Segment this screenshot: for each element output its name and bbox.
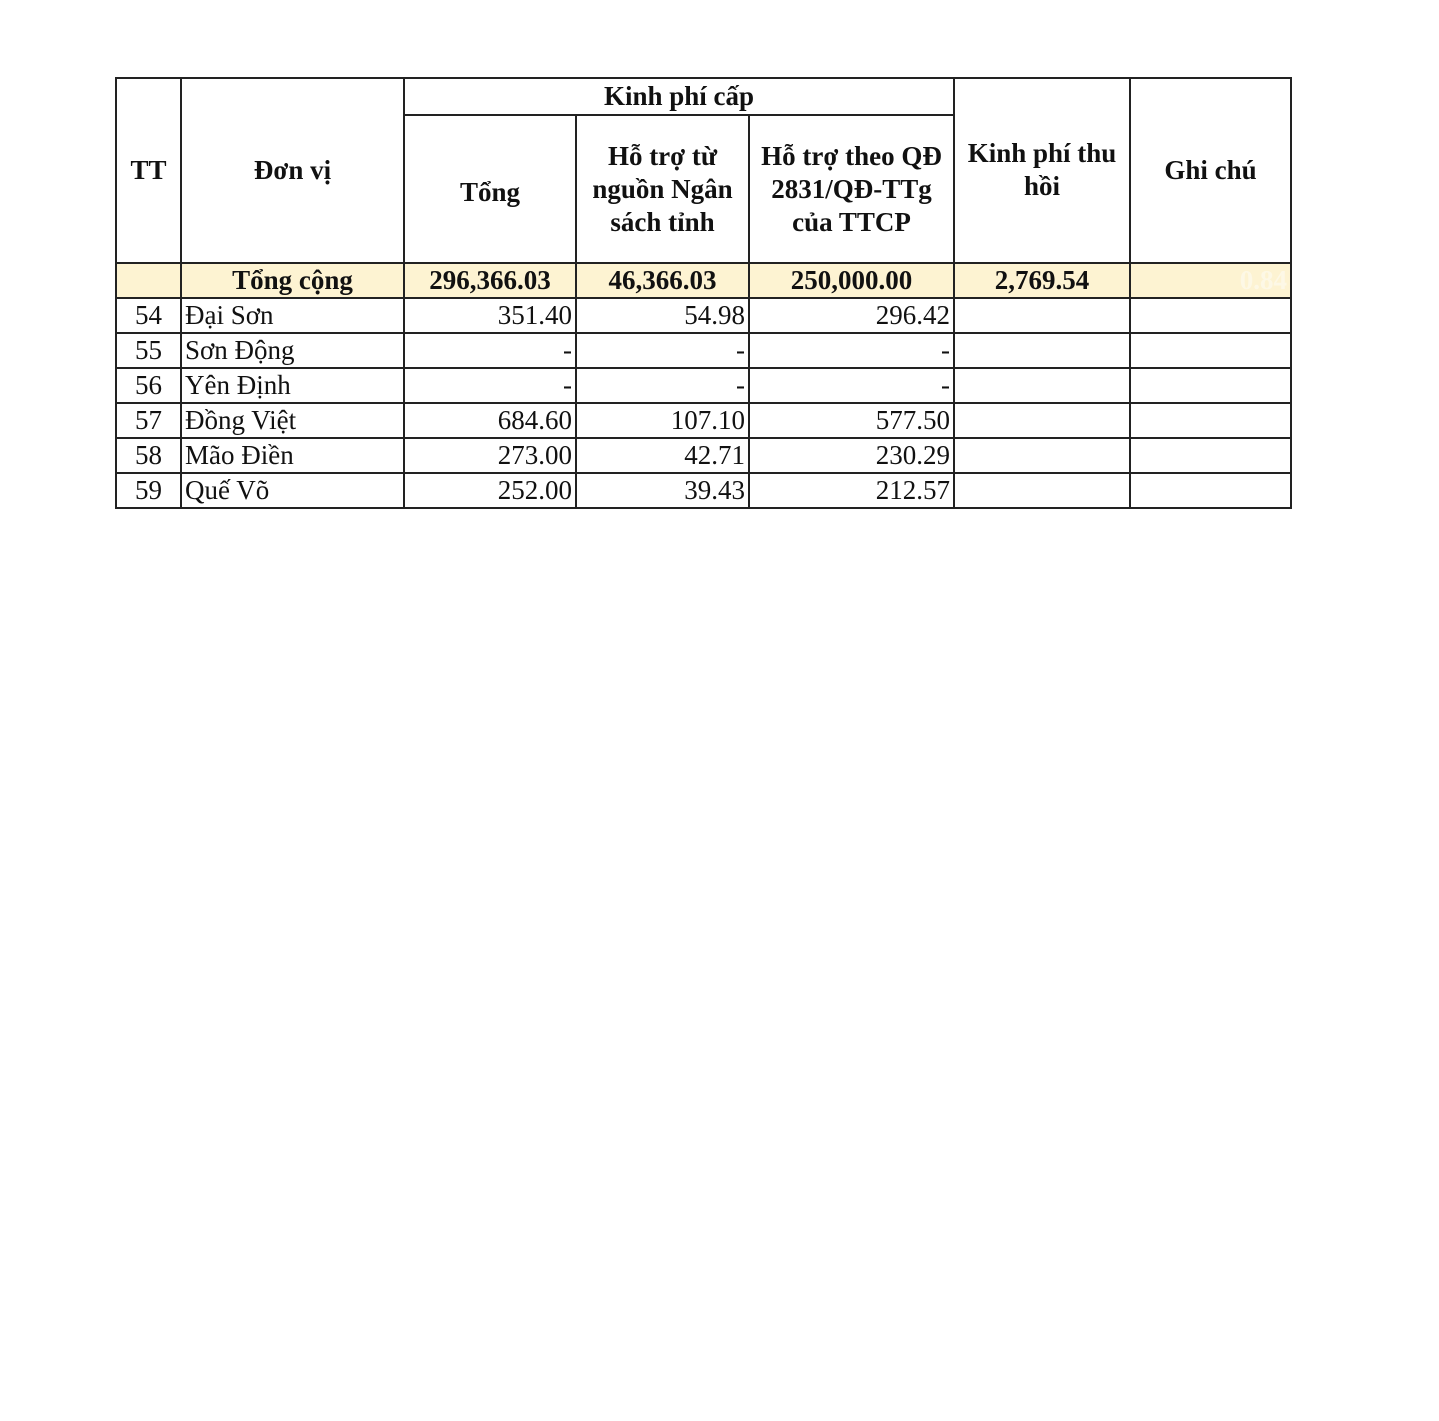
row-tt: 55	[115, 332, 182, 369]
row-name: Đồng Việt	[180, 402, 405, 439]
row-qd: 577.50	[748, 402, 955, 439]
row-tong: 252.00	[403, 472, 577, 509]
row-tinh: 39.43	[575, 472, 750, 509]
header-ho-tro-qd: Hỗ trợ theo QĐ 2831/QĐ-TTg của TTCP	[748, 114, 955, 264]
table-row: 56 Yên Định - - -	[115, 367, 1292, 404]
row-tt: 57	[115, 402, 182, 439]
row-ghi-chu	[1129, 437, 1292, 474]
total-label: Tổng cộng	[180, 262, 405, 299]
row-thu-hoi	[953, 472, 1131, 509]
header-kinh-phi-cap: Kinh phí cấp	[403, 77, 955, 116]
row-tong: 273.00	[403, 437, 577, 474]
total-tinh: 46,366.03	[575, 262, 750, 299]
row-tt: 58	[115, 437, 182, 474]
row-thu-hoi	[953, 332, 1131, 369]
row-tinh: -	[575, 332, 750, 369]
row-thu-hoi	[953, 367, 1131, 404]
row-ghi-chu	[1129, 472, 1292, 509]
row-ghi-chu	[1129, 367, 1292, 404]
total-tt	[115, 262, 182, 299]
row-thu-hoi	[953, 297, 1131, 334]
total-tong: 296,366.03	[403, 262, 577, 299]
row-tinh: 42.71	[575, 437, 750, 474]
table-row: 54 Đại Sơn 351.40 54.98 296.42	[115, 297, 1292, 334]
header-tong: Tổng	[403, 114, 577, 264]
header-ghi-chu: Ghi chú	[1129, 77, 1292, 264]
row-name: Yên Định	[180, 367, 405, 404]
total-ghi-chu: 0.84	[1129, 262, 1292, 299]
row-ghi-chu	[1129, 332, 1292, 369]
row-name: Đại Sơn	[180, 297, 405, 334]
row-name: Quế Võ	[180, 472, 405, 509]
row-ghi-chu	[1129, 297, 1292, 334]
row-tinh: 107.10	[575, 402, 750, 439]
table-row: 55 Sơn Động - - -	[115, 332, 1292, 369]
row-tinh: -	[575, 367, 750, 404]
row-thu-hoi	[953, 402, 1131, 439]
header-thu-hoi: Kinh phí thu hồi	[953, 77, 1131, 264]
row-qd: 212.57	[748, 472, 955, 509]
row-tt: 56	[115, 367, 182, 404]
row-tong: -	[403, 332, 577, 369]
row-tt: 54	[115, 297, 182, 334]
total-row: Tổng cộng 296,366.03 46,366.03 250,000.0…	[115, 262, 1292, 299]
table-row: 57 Đồng Việt 684.60 107.10 577.50	[115, 402, 1292, 439]
row-tinh: 54.98	[575, 297, 750, 334]
header-tt: TT	[115, 77, 182, 264]
table-row: 59 Quế Võ 252.00 39.43 212.57	[115, 472, 1292, 509]
header-ho-tro-tinh: Hỗ trợ từ nguồn Ngân sách tỉnh	[575, 114, 750, 264]
row-tong: 351.40	[403, 297, 577, 334]
total-thu-hoi: 2,769.54	[953, 262, 1131, 299]
table-row: 58 Mão Điền 273.00 42.71 230.29	[115, 437, 1292, 474]
allocation-table: TT Đơn vị Kinh phí cấp Kinh phí thu hồi …	[115, 77, 1292, 509]
row-tong: -	[403, 367, 577, 404]
row-name: Mão Điền	[180, 437, 405, 474]
row-ghi-chu	[1129, 402, 1292, 439]
row-tong: 684.60	[403, 402, 577, 439]
total-qd: 250,000.00	[748, 262, 955, 299]
row-qd: -	[748, 367, 955, 404]
row-qd: 230.29	[748, 437, 955, 474]
row-qd: 296.42	[748, 297, 955, 334]
row-tt: 59	[115, 472, 182, 509]
row-qd: -	[748, 332, 955, 369]
row-thu-hoi	[953, 437, 1131, 474]
header-don-vi: Đơn vị	[180, 77, 405, 264]
row-name: Sơn Động	[180, 332, 405, 369]
